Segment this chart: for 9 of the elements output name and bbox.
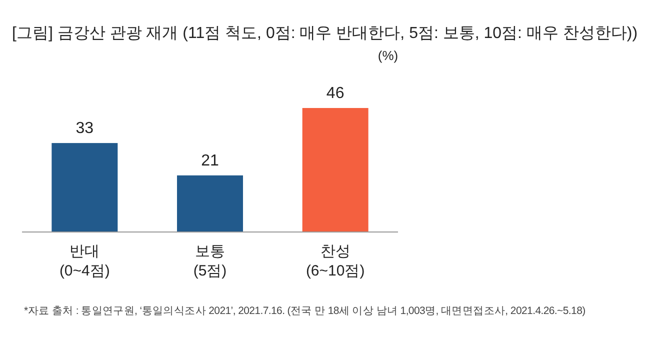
text: *자료 출처 : 통일연구원, ‘통일의식조사 2021’, 2021.7.16. (전국 만 18세 이상 남녀 1,003명, 대면면접조사, 2021.4.26.~5.18) bbox=[24, 305, 586, 317]
x-tick-label: 반대 (0~4점) bbox=[59, 243, 110, 280]
x-tick-label: 보통 (5점) bbox=[193, 243, 227, 280]
chart-title: [그림] 금강산 관광 재개 (11점 척도, 0점: 매우 반대한다, 5점: 보통, 10점: 매우 찬성한다)) bbox=[12, 25, 638, 42]
x-tick-label: 찬성 (6~10점) bbox=[306, 243, 365, 280]
data-label: 33 bbox=[76, 120, 94, 138]
data-label: 21 bbox=[201, 152, 219, 170]
data-label: 46 bbox=[326, 85, 344, 102]
y-axis-title: (%) bbox=[378, 48, 398, 63]
